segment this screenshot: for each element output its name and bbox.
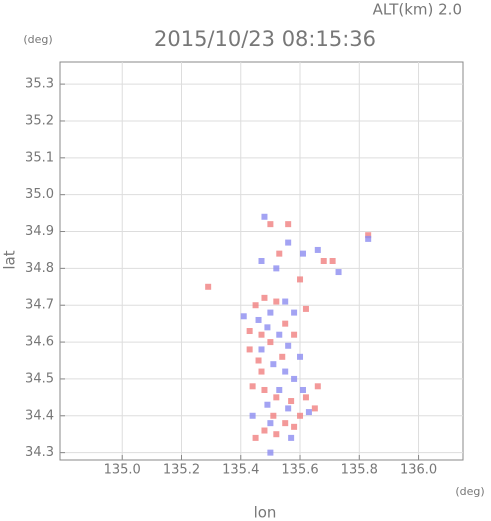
- echo-cell: [291, 309, 298, 316]
- echo-cell: [291, 375, 298, 382]
- echo-cell: [255, 316, 262, 323]
- echo-cell: [314, 246, 321, 253]
- echo-cell: [285, 221, 292, 228]
- echo-cell: [205, 283, 212, 290]
- echo-cell: [249, 383, 256, 390]
- echo-cell: [288, 398, 295, 405]
- echo-cell: [264, 401, 271, 408]
- echo-cell: [246, 346, 253, 353]
- y-tick-label: 34.8: [25, 261, 54, 276]
- echo-cell: [249, 412, 256, 419]
- x-axis-label: lon: [254, 504, 277, 521]
- echo-cell: [291, 331, 298, 338]
- y-tick-label: 35.2: [25, 113, 54, 128]
- echo-cell: [282, 320, 289, 327]
- chart-title: 2015/10/23 08:15:36: [154, 27, 376, 51]
- echo-cell: [261, 427, 268, 434]
- x-tick-label: 135.8: [341, 463, 378, 478]
- echo-cell: [270, 412, 277, 419]
- echo-cell: [252, 434, 259, 441]
- echo-cell: [261, 294, 268, 301]
- echo-cell: [261, 386, 268, 393]
- echo-cell: [285, 342, 292, 349]
- echo-cell: [267, 449, 274, 456]
- echo-cell: [297, 353, 304, 360]
- echo-cell: [276, 250, 283, 257]
- y-tick-label: 35.3: [25, 77, 54, 92]
- y-tick-label: 34.4: [25, 408, 54, 423]
- echo-cell: [258, 346, 265, 353]
- echo-cell: [240, 313, 247, 320]
- echo-cell: [282, 298, 289, 305]
- echo-cell: [264, 324, 271, 331]
- echo-cell: [267, 420, 274, 427]
- echo-cell: [365, 235, 372, 242]
- echo-cell: [314, 383, 321, 390]
- echo-cell: [273, 265, 280, 272]
- x-tick-label: 135.0: [104, 463, 141, 478]
- echo-cell: [282, 368, 289, 375]
- echo-cell: [299, 386, 306, 393]
- echo-cell: [267, 221, 274, 228]
- echo-cell: [320, 258, 327, 264]
- y-axis-label: lat: [1, 250, 19, 269]
- y-tick-label: 35.1: [25, 150, 54, 165]
- x-tick-label: 135.6: [281, 463, 318, 478]
- echo-cell: [279, 353, 286, 360]
- echo-cell: [273, 298, 280, 305]
- x-unit: (deg): [455, 485, 484, 498]
- y-tick-label: 35.0: [25, 187, 54, 202]
- echo-cell: [305, 409, 312, 416]
- y-tick-label: 34.7: [25, 298, 54, 313]
- x-tick-label: 135.4: [222, 463, 259, 478]
- echo-cell: [258, 258, 265, 264]
- echo-cell: [297, 412, 304, 419]
- echo-cell: [302, 305, 309, 312]
- y-tick-label: 34.5: [25, 371, 54, 386]
- echo-cell: [267, 339, 274, 346]
- y-unit: (deg): [23, 33, 52, 46]
- echo-cell: [329, 258, 336, 264]
- x-tick-label: 136.0: [400, 463, 437, 478]
- echo-cell: [365, 232, 372, 239]
- echo-cell: [297, 276, 304, 283]
- echo-cell: [258, 331, 265, 338]
- echo-cell: [273, 431, 280, 438]
- echo-cell: [285, 239, 292, 246]
- altitude-label: ALT(km) 2.0: [373, 1, 462, 19]
- echo-cell: [261, 213, 268, 220]
- echo-cell: [270, 361, 277, 368]
- echo-cell: [255, 357, 262, 364]
- x-tick-label: 135.2: [163, 463, 200, 478]
- echo-cell: [273, 394, 280, 401]
- echo-cell: [246, 328, 253, 335]
- echo-cell: [276, 386, 283, 393]
- echo-cell: [299, 250, 306, 257]
- echo-cell: [258, 368, 265, 375]
- y-tick-label: 34.3: [25, 445, 54, 460]
- echo-cell: [288, 434, 295, 441]
- echo-cell: [335, 269, 342, 276]
- echo-cell: [302, 394, 309, 401]
- echo-cell: [252, 302, 259, 309]
- echo-cell: [285, 405, 292, 412]
- echo-cell: [311, 405, 318, 412]
- echo-cell: [267, 309, 274, 316]
- echo-cell: [291, 423, 298, 430]
- y-tick-label: 34.9: [25, 224, 54, 239]
- echo-cell: [276, 331, 283, 338]
- y-tick-label: 34.6: [25, 335, 54, 350]
- echo-cell: [282, 420, 289, 427]
- plot-frame: [59, 61, 464, 461]
